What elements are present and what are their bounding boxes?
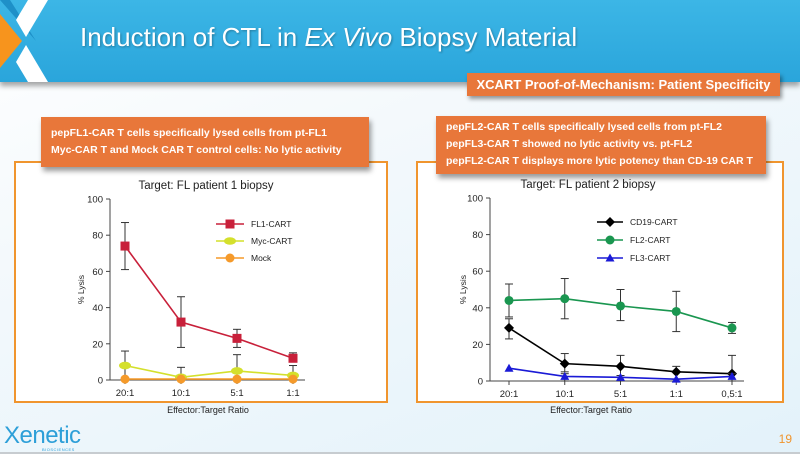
legend-label: FL1-CART — [251, 219, 291, 229]
data-point — [176, 317, 186, 327]
data-point — [616, 301, 625, 311]
x-tick-label: 20:1 — [500, 389, 519, 400]
company-logo: Xenetic — [4, 422, 81, 449]
y-axis-label: % Lysis — [458, 275, 468, 304]
callout-line: pepFL2-CAR T cells specifically lysed ce… — [446, 121, 722, 133]
company-logo-subtitle: BIOSCIENCES — [42, 447, 75, 452]
data-point — [120, 241, 130, 251]
footer-divider — [0, 452, 800, 454]
x-tick-label: 5:1 — [230, 388, 243, 399]
y-tick-label: 40 — [472, 303, 483, 314]
legend-marker — [605, 235, 615, 245]
legend-label: FL3-CART — [630, 253, 670, 263]
y-axis-label: % Lysis — [76, 275, 86, 304]
data-point — [176, 374, 186, 384]
data-point — [616, 372, 625, 381]
data-point — [615, 361, 626, 372]
series-line — [124, 245, 294, 360]
data-point — [559, 358, 570, 369]
data-point — [288, 353, 298, 363]
legend-marker — [225, 219, 235, 229]
x-logo-icon — [0, 0, 48, 82]
data-point — [671, 366, 682, 377]
slide-header: Induction of CTL in Ex Vivo Biopsy Mater… — [0, 0, 800, 82]
series-mock — [120, 374, 298, 384]
data-point — [671, 374, 681, 383]
legend-label: Myc-CART — [251, 236, 292, 246]
series-cd19-cart — [504, 318, 737, 382]
chart-title: Target: FL patient 1 biopsy — [138, 180, 273, 192]
data-point — [120, 374, 130, 384]
x-tick-label: 5:1 — [614, 389, 627, 400]
legend-marker — [224, 237, 236, 245]
legend-label: Mock — [251, 253, 272, 263]
data-point — [288, 374, 298, 384]
legend-label: CD19-CART — [630, 217, 678, 227]
slide-title: Induction of CTL in Ex Vivo Biopsy Mater… — [80, 22, 578, 52]
y-tick-label: 80 — [92, 231, 103, 242]
x-axis-label: Effector:Target Ratio — [167, 405, 249, 415]
data-point — [671, 306, 681, 316]
legend-label: FL2-CART — [630, 235, 670, 245]
data-point — [119, 361, 131, 370]
y-tick-label: 80 — [472, 230, 483, 241]
legend-marker — [605, 253, 615, 262]
data-point — [560, 371, 570, 380]
series-fl3-cart — [504, 363, 737, 383]
data-point — [727, 371, 737, 380]
data-point — [504, 363, 514, 372]
legend-marker — [605, 217, 615, 227]
y-tick-label: 0 — [98, 376, 103, 387]
subtitle-badge: XCART Proof-of-Mechanism: Patient Specif… — [467, 73, 780, 96]
callout-line: pepFL2-CAR T displays more lytic potency… — [446, 155, 753, 167]
x-tick-label: 0,5:1 — [721, 389, 742, 400]
x-tick-label: 1:1 — [286, 388, 299, 399]
data-point — [504, 295, 514, 305]
data-point — [232, 333, 242, 343]
data-point — [231, 367, 243, 375]
series-line — [124, 364, 294, 379]
chart-panel-patient-2 — [416, 161, 784, 403]
y-tick-label: 20 — [92, 339, 103, 350]
y-tick-label: 100 — [467, 194, 483, 205]
x-tick-label: 10:1 — [172, 388, 191, 399]
y-tick-label: 40 — [92, 303, 103, 314]
page-number: 19 — [778, 432, 792, 446]
x-tick-label: 20:1 — [116, 388, 135, 399]
y-tick-label: 60 — [472, 267, 483, 278]
callout-patient-2: pepFL2-CAR T cells specifically lysed ce… — [436, 116, 766, 174]
callout-line: Myc-CAR T and Mock CAR T control cells: … — [51, 144, 342, 156]
series-myc-cart — [119, 350, 299, 382]
data-point — [504, 322, 514, 333]
data-point — [560, 294, 570, 304]
x-axis-label: Effector:Target Ratio — [550, 405, 632, 415]
y-tick-label: 0 — [478, 377, 483, 388]
x-tick-label: 10:1 — [556, 389, 575, 400]
x-tick-label: 1:1 — [670, 389, 683, 400]
data-point — [727, 323, 737, 333]
chart-title: Target: FL patient 2 biopsy — [520, 179, 655, 191]
legend-marker — [225, 253, 235, 263]
callout-patient-1: pepFL1-CAR T cells specifically lysed ce… — [41, 117, 369, 167]
y-tick-label: 100 — [87, 195, 103, 206]
series-fl1-cart — [120, 222, 298, 363]
callout-line: pepFL1-CAR T cells specifically lysed ce… — [51, 127, 327, 139]
data-point — [232, 374, 242, 384]
y-tick-label: 20 — [472, 340, 483, 351]
y-tick-label: 60 — [92, 267, 103, 278]
callout-line: pepFL3-CAR T showed no lytic activity vs… — [446, 138, 693, 150]
series-fl2-cart — [504, 278, 737, 334]
